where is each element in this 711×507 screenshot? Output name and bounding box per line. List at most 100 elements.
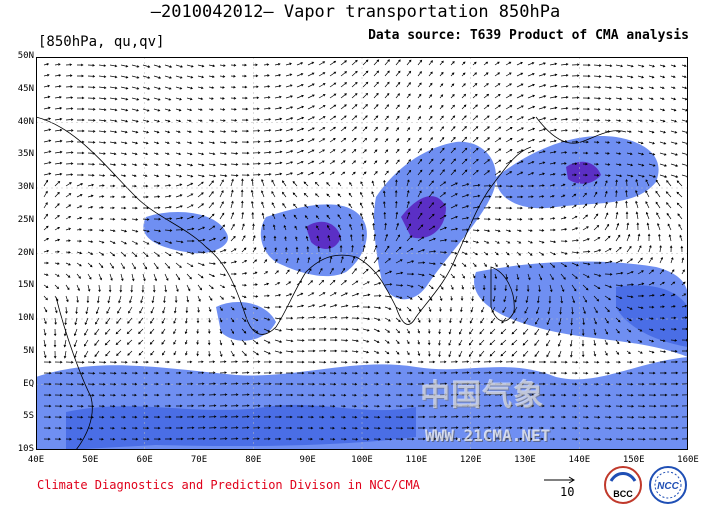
wind-arrow — [646, 222, 650, 231]
reference-vector — [544, 476, 575, 484]
wind-arrow — [648, 415, 657, 419]
wind-arrow — [252, 259, 258, 264]
wind-arrow — [538, 240, 545, 244]
wind-arrow — [348, 203, 353, 209]
wind-arrow — [626, 119, 632, 122]
wind-arrow — [384, 404, 392, 408]
wind-arrow — [660, 382, 668, 386]
wind-arrow — [98, 361, 107, 364]
wind-arrow — [329, 160, 336, 165]
wind-arrow — [252, 162, 261, 166]
wind-arrow — [76, 360, 85, 364]
wind-arrow — [207, 339, 211, 346]
wind-arrow — [659, 130, 666, 134]
wind-arrow — [109, 206, 115, 210]
wind-arrow — [560, 371, 568, 375]
wind-arrow — [439, 136, 445, 143]
wind-arrow — [395, 284, 404, 287]
wind-arrow — [329, 149, 336, 154]
wind-arrow — [681, 64, 687, 68]
wind-arrow — [252, 129, 261, 133]
wind-arrow — [351, 292, 360, 297]
wind-arrow — [75, 306, 78, 315]
wind-arrow — [296, 404, 304, 408]
wind-arrow — [109, 108, 118, 112]
wind-arrow — [307, 105, 315, 110]
wind-arrow — [469, 317, 474, 324]
wind-arrow — [307, 327, 316, 331]
wind-arrow — [349, 181, 353, 187]
wind-arrow — [329, 404, 336, 408]
wind-arrow — [439, 226, 447, 231]
wind-arrow — [505, 229, 512, 233]
wind-arrow — [428, 202, 435, 209]
wind-arrow — [655, 179, 661, 187]
wind-arrow — [371, 212, 375, 220]
wind-arrow — [560, 382, 567, 386]
wind-arrow — [54, 415, 62, 419]
wind-arrow — [395, 81, 401, 88]
wind-arrow — [54, 393, 63, 397]
wind-arrow — [395, 306, 402, 311]
wind-arrow — [461, 228, 470, 232]
wind-arrow — [516, 127, 524, 132]
wind-arrow — [130, 284, 134, 293]
wind-arrow — [294, 225, 298, 231]
wind-arrow — [109, 382, 117, 386]
wind-arrow — [197, 119, 203, 122]
wind-arrow — [362, 317, 371, 321]
wind-arrow — [524, 306, 529, 314]
wind-arrow — [549, 161, 557, 165]
wind-arrow — [362, 59, 369, 66]
wind-arrow — [241, 223, 245, 231]
wind-arrow — [274, 371, 283, 375]
wind-arrow — [615, 97, 623, 101]
wind-arrow — [87, 163, 96, 166]
wind-arrow — [469, 328, 474, 335]
wind-arrow — [626, 222, 630, 231]
wind-arrow — [560, 194, 566, 198]
wind-arrow — [461, 251, 468, 255]
wind-arrow — [516, 415, 524, 419]
wind-arrow — [384, 328, 391, 333]
wind-arrow — [337, 203, 342, 209]
wind-arrow — [115, 339, 122, 345]
wind-arrow — [318, 160, 325, 165]
wind-arrow — [241, 151, 250, 155]
wind-arrow — [670, 437, 679, 441]
wind-arrow — [250, 189, 254, 198]
wind-arrow — [678, 223, 683, 231]
wind-arrow — [582, 415, 589, 419]
wind-arrow — [582, 63, 591, 67]
wind-arrow — [230, 130, 238, 133]
wind-arrow — [186, 437, 195, 441]
wind-arrow — [351, 171, 356, 176]
wind-arrow — [593, 191, 598, 198]
wind-arrow — [307, 138, 315, 143]
wind-arrow — [340, 393, 347, 397]
wind-arrow — [681, 97, 688, 101]
wind-arrow — [87, 75, 96, 78]
wind-arrow — [326, 182, 331, 187]
wind-arrow — [65, 140, 74, 143]
wind-arrow — [538, 273, 543, 281]
wind-arrow — [153, 75, 162, 79]
wind-arrow — [604, 339, 608, 346]
wind-arrow — [296, 304, 305, 308]
wind-arrow — [604, 108, 612, 111]
wind-arrow — [549, 404, 556, 408]
wind-arrow — [472, 104, 478, 110]
wind-arrow — [417, 59, 423, 66]
wind-arrow — [384, 233, 389, 242]
wind-arrow — [285, 106, 294, 110]
wind-arrow — [539, 382, 546, 386]
wind-arrow — [505, 273, 509, 280]
wind-arrow — [153, 240, 161, 245]
wind-arrow — [505, 83, 513, 88]
wind-arrow — [483, 360, 492, 363]
wind-arrow — [361, 233, 365, 242]
reference-vector-label: 10 — [560, 485, 575, 499]
wind-arrow — [208, 437, 217, 440]
wind-arrow — [95, 306, 100, 315]
wind-arrow — [670, 64, 677, 68]
